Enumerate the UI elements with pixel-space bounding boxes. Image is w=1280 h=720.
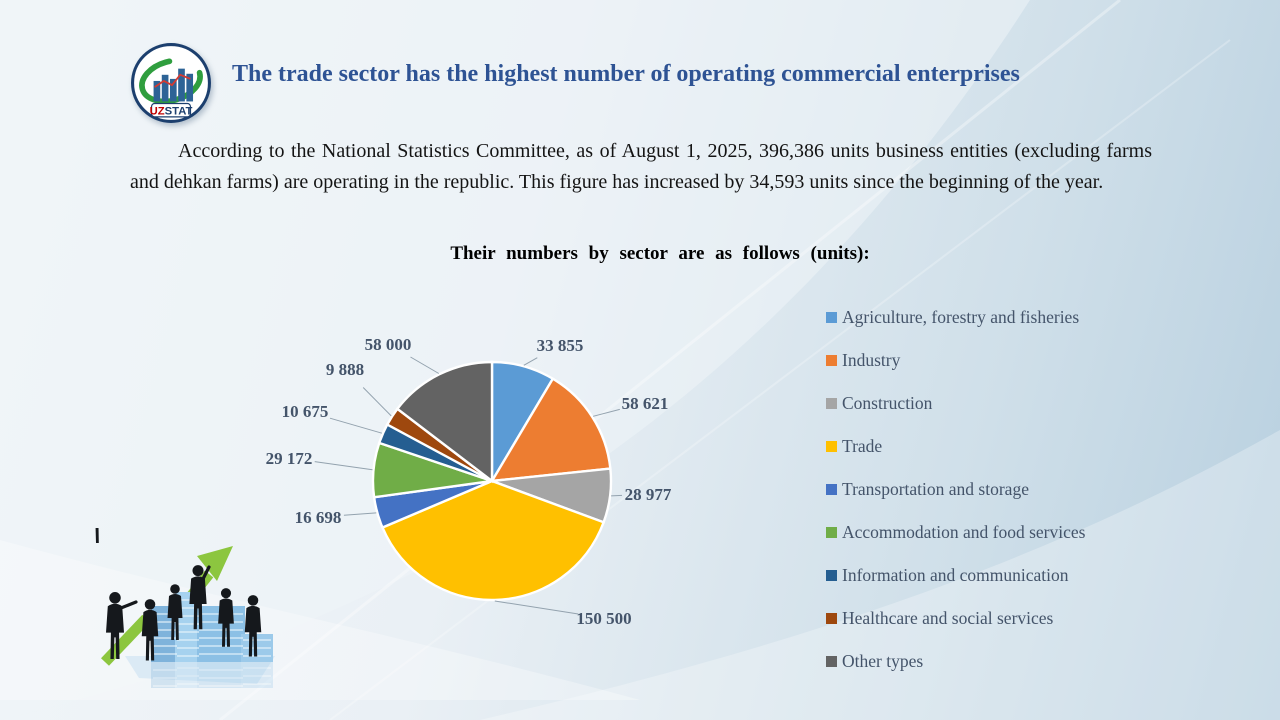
pie-data-label: 58 000 — [365, 335, 412, 354]
legend-swatch-icon — [826, 656, 837, 667]
legend-item: Agriculture, forestry and fisheries — [826, 296, 1085, 339]
pie-data-label: 29 172 — [266, 449, 313, 468]
business-growth-clipart — [95, 528, 275, 688]
logo-bar-chart-icon — [153, 68, 194, 102]
legend-item: Other types — [826, 640, 1085, 683]
pie-slice-2 — [489, 377, 612, 483]
page-title: The trade sector has the highest number … — [232, 61, 1020, 87]
growth-arrow-head — [197, 546, 233, 581]
logo-text-stat: STAT — [165, 105, 193, 117]
pie-data-label: 28 977 — [625, 485, 672, 504]
legend-item: Trade — [826, 425, 1085, 468]
logo-text-uz: UZ — [150, 105, 165, 117]
legend-label: Other types — [842, 651, 924, 671]
legend-item: Construction — [826, 382, 1085, 425]
pie-slice-9 — [395, 360, 494, 484]
data-label-leader-line — [314, 461, 373, 471]
intro-paragraph: According to the National Statistics Com… — [130, 140, 1152, 193]
person-silhouette-icon — [95, 528, 99, 543]
legend-label: Healthcare and social services — [842, 608, 1054, 628]
background-streak — [329, 39, 1231, 720]
chart-heading: Their numbers by sector are as follows (… — [450, 243, 870, 264]
legend-swatch-icon — [826, 312, 837, 323]
data-label-leader-line — [410, 356, 440, 374]
legend-item: Industry — [826, 339, 1085, 382]
pie-data-label: 16 698 — [295, 508, 342, 527]
legend-swatch-icon — [826, 484, 837, 495]
pie-data-label: 10 675 — [282, 402, 329, 421]
legend-swatch-icon — [826, 527, 837, 538]
legend-label: Transportation and storage — [842, 479, 1029, 499]
data-label-leader-line — [592, 408, 620, 417]
data-label-leader-line — [329, 417, 383, 434]
pie-data-label: 33 855 — [537, 336, 584, 355]
pie-data-label: 9 888 — [326, 360, 364, 379]
legend-swatch-icon — [826, 613, 837, 624]
logo-banner — [150, 102, 192, 118]
legend-label: Trade — [842, 436, 883, 456]
uzstat-logo: UZSTAT — [130, 42, 212, 124]
logo-text: UZSTAT — [150, 105, 193, 117]
uzstat-logo-icon: UZSTAT — [131, 43, 211, 123]
data-label-leader-line — [611, 494, 623, 497]
legend-item: Healthcare and social services — [826, 597, 1085, 640]
buildings-reflection — [150, 661, 274, 688]
logo-trend-line — [154, 73, 191, 88]
legend-label: Agriculture, forestry and fisheries — [842, 307, 1080, 327]
legend-swatch-icon — [826, 441, 837, 452]
legend-swatch-icon — [826, 570, 837, 581]
background-swoosh — [0, 0, 1030, 720]
chart-legend: Agriculture, forestry and fisheries Indus… — [826, 296, 1085, 683]
pie-data-label: 58 621 — [622, 394, 669, 413]
data-label-leader-line — [523, 357, 538, 366]
background-streak — [219, 0, 1121, 720]
legend-label: Construction — [842, 393, 933, 413]
data-label-leader-line — [494, 600, 579, 615]
legend-label: Industry — [842, 350, 901, 370]
data-label-leader-line — [343, 512, 377, 516]
background-swoosh — [480, 430, 1280, 720]
legend-item: Information and communication — [826, 554, 1085, 597]
legend-swatch-icon — [826, 355, 837, 366]
people-silhouettes — [106, 565, 262, 661]
legend-item: Transportation and storage — [826, 468, 1085, 511]
legend-label: Accommodation and food services — [842, 522, 1086, 542]
pie-data-label: 150 500 — [576, 609, 631, 628]
pie-slice-4 — [380, 479, 606, 602]
legend-item: Accommodation and food services — [826, 511, 1085, 554]
pie-chart: 33 855 58 621 28 977 150 500 16 698 29 172 10 … — [266, 335, 672, 628]
legend-label: Information and communication — [842, 565, 1069, 585]
legend-swatch-icon — [826, 398, 837, 409]
data-label-leader-line — [362, 387, 392, 417]
